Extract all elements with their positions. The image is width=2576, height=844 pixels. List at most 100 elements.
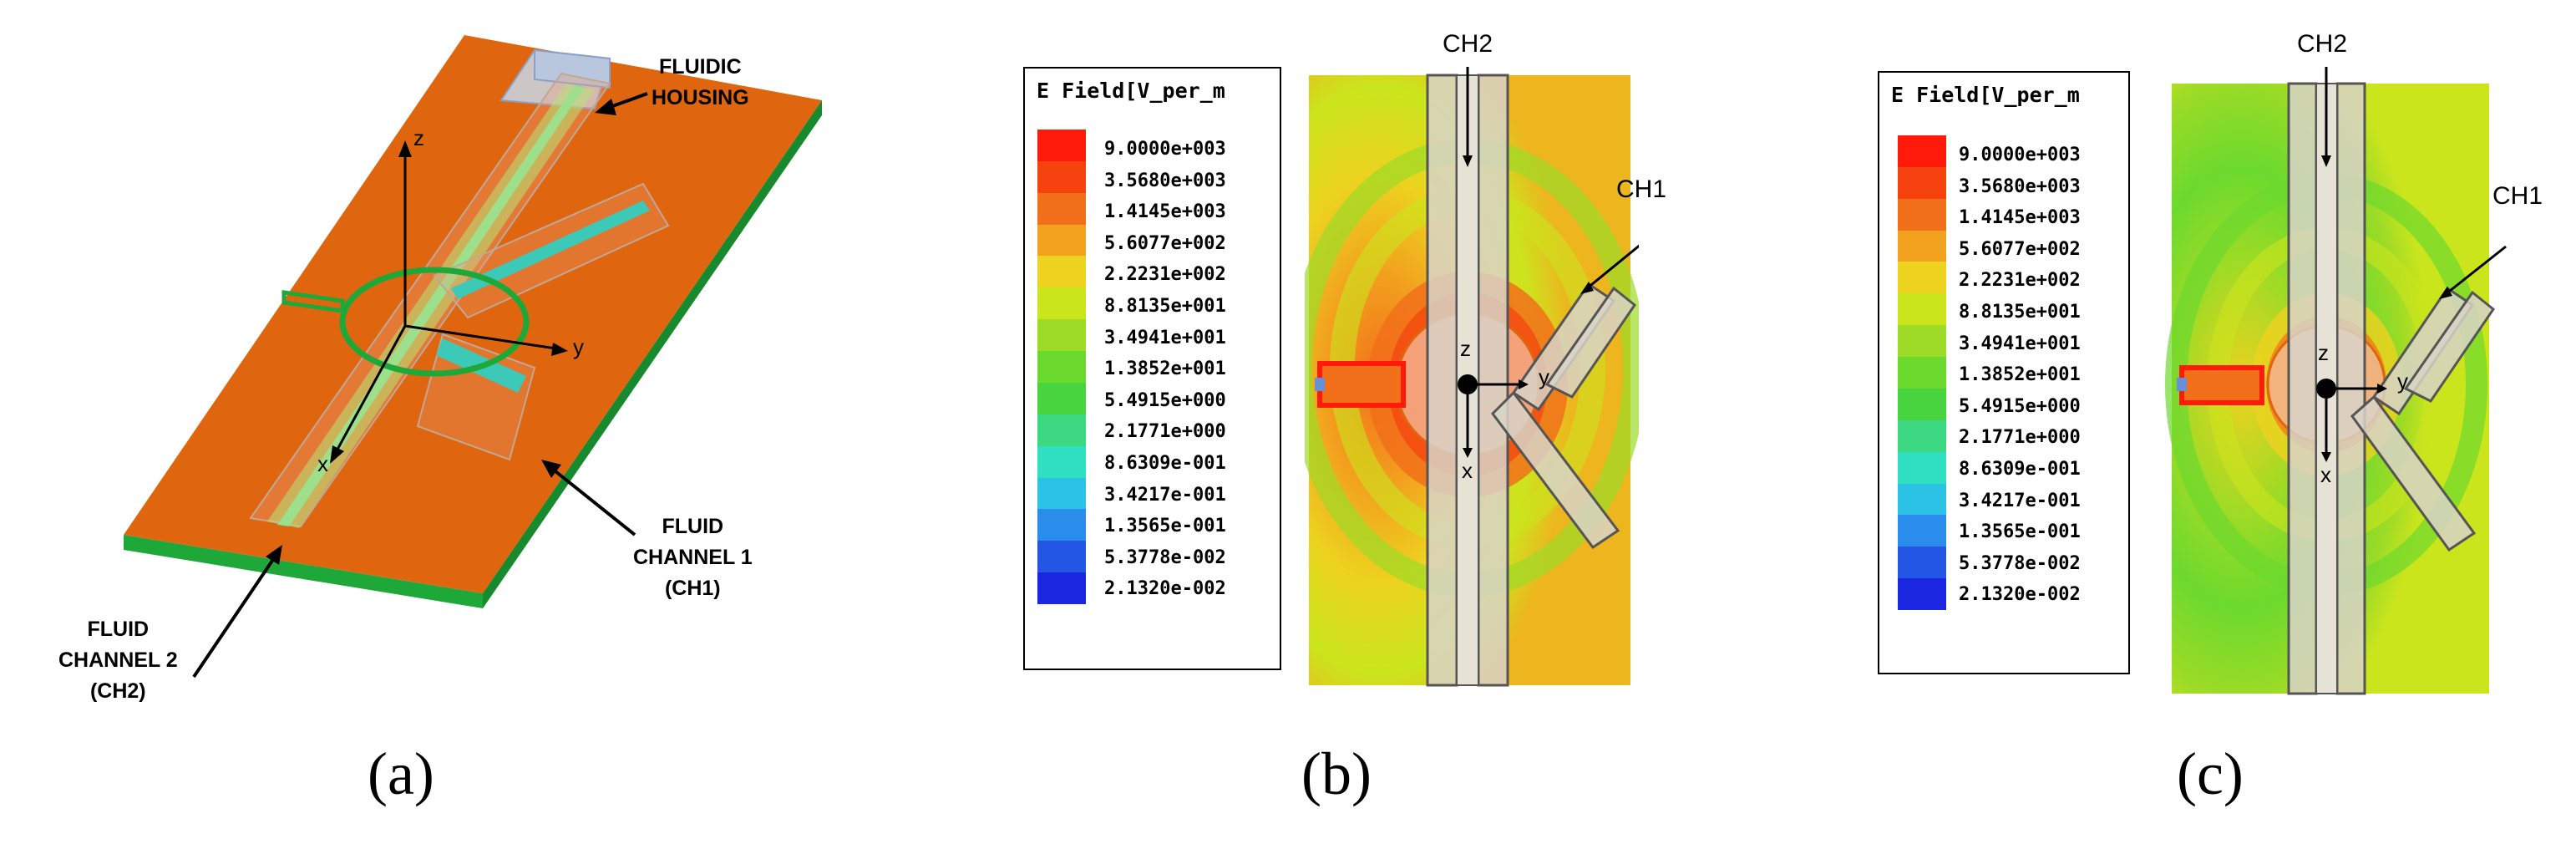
ch1-pointer-arrow (541, 460, 561, 478)
legend-title: E Field[V_per_m (1037, 79, 1225, 103)
ch2-wall-right (1477, 74, 1509, 687)
axis-z-label: z (413, 125, 424, 150)
legend-swatch (1037, 130, 1086, 162)
feed-line (281, 290, 345, 313)
legend-swatch (1037, 445, 1086, 479)
fluid-channel-1-label: FLUID CHANNEL 1 (CH1) (633, 515, 753, 600)
legend-value: 5.4915e+000 (1104, 389, 1226, 411)
legend-swatch (1037, 477, 1086, 510)
legend-b: E Field[V_per_m 9.0000e+003 3.5680e+003 1.… (1023, 67, 1281, 670)
axis-x-arrow (330, 445, 344, 464)
axis-x-label-c: x (2320, 462, 2331, 487)
legend-swatch (1037, 509, 1086, 541)
legend-swatch (1898, 578, 1946, 611)
ch2-label-b: CH2 (1443, 30, 1493, 58)
legend-value: 8.8135e+001 (1959, 302, 2081, 323)
ch1-pointer-arrow-b (1580, 282, 1594, 294)
legend-swatch (1898, 293, 1946, 326)
panel-a: z y x FLUIDIC HOUSING FLUID CHANNEL 1 (C… (0, 0, 835, 844)
legend-c: E Field[V_per_m 9.0000e+003 3.5680e+003 1.… (1878, 71, 2130, 674)
legend-swatch (1037, 541, 1086, 573)
legend-value: 2.1771e+000 (1959, 427, 2081, 449)
legend-value: 8.8135e+001 (1104, 296, 1226, 317)
origin-dot-b (1458, 374, 1478, 394)
legend-value: 3.4941e+001 (1959, 333, 2081, 354)
legend-value: 8.6309e-001 (1959, 459, 2081, 480)
ch1-pointer-arrow-c (2439, 287, 2452, 299)
legend-swatch (1037, 287, 1086, 320)
legend-swatch (1898, 547, 1946, 579)
legend-value: 3.4217e-001 (1959, 490, 2081, 511)
ch2-fluid-inner (267, 84, 595, 528)
legend-swatch (1037, 572, 1086, 605)
caption-c: (c) (2177, 740, 2244, 807)
ch2-wall-left (1426, 74, 1458, 687)
ch1-pointer-c (2445, 245, 2507, 296)
axis-z-label-b: z (1460, 336, 1471, 361)
axis-y-arrow (551, 343, 568, 356)
legend-swatch (1037, 224, 1086, 257)
legend-value: 1.3565e-001 (1959, 521, 2081, 543)
ch1-pointer-line (550, 466, 636, 536)
legend-value: 2.2231e+002 (1104, 264, 1226, 286)
axis-z-label-c: z (2318, 340, 2329, 365)
caption-a: (a) (368, 740, 434, 807)
origin-dot-c (2316, 379, 2336, 399)
axis-z-arrow (398, 140, 412, 157)
legend-value: 9.0000e+003 (1959, 145, 2081, 165)
ch2-pointer-arrow-b (1463, 155, 1473, 167)
resonator-ring (339, 267, 530, 377)
legend-value: 1.3852e+001 (1104, 358, 1226, 380)
axis-x-label: x (317, 451, 328, 476)
legend-value: 3.5680e+003 (1104, 170, 1226, 191)
ch2-wall-left (2287, 82, 2318, 695)
sensor-3d-model (124, 35, 822, 679)
legend-swatch (1037, 160, 1086, 194)
ch1-pointer-b (1586, 244, 1639, 290)
legend-swatch (1898, 515, 1946, 547)
legend-value: 5.3778e-002 (1104, 547, 1226, 568)
axis-y-label-b: y (1539, 364, 1549, 389)
legend-value: 5.6077e+002 (1104, 232, 1226, 254)
legend-value: 3.4217e-001 (1104, 484, 1226, 506)
fluidic-housing-label: FLUIDIC HOUSING (652, 55, 749, 109)
legend-value: 1.3852e+001 (1959, 364, 2081, 386)
legend-swatch (1898, 451, 1946, 485)
legend-swatch (1898, 230, 1946, 262)
ch1-upper-arm-2 (2403, 290, 2496, 403)
ch1-lower-arm (1491, 390, 1620, 550)
substrate-edge (124, 535, 483, 608)
legend-value: 1.4145e+003 (1104, 201, 1226, 223)
legend-swatch (1898, 262, 1946, 294)
legend-value: 3.5680e+003 (1959, 175, 2081, 197)
axis-y-label: y (573, 334, 584, 359)
efield-map-b (1305, 67, 1639, 687)
ch2-label-c: CH2 (2297, 30, 2348, 58)
legend-swatches (1037, 130, 1086, 605)
ch2-pointer-arrow (266, 545, 282, 565)
housing-pointer-arrow (595, 99, 616, 115)
efield-map-c (2165, 67, 2507, 695)
legend-swatches (1898, 135, 1946, 611)
legend-swatch (1037, 192, 1086, 226)
legend-swatch (1898, 483, 1946, 516)
legend-swatch (1898, 357, 1946, 389)
axis-x-line (332, 325, 407, 456)
legend-swatch (1898, 388, 1946, 421)
legend-value: 2.1320e-002 (1104, 578, 1226, 600)
feed-port (2177, 378, 2187, 391)
legend-swatch (1898, 325, 1946, 358)
axis-x-arrow-b (1463, 448, 1473, 458)
legend-value: 9.0000e+003 (1104, 139, 1226, 160)
feed-stub (2179, 365, 2264, 405)
legend-swatch (1037, 256, 1086, 288)
legend-values: 9.0000e+003 3.5680e+003 1.4145e+003 5.6077e… (1959, 145, 2126, 646)
axis-y-label-c: y (2397, 369, 2408, 394)
substrate-top (124, 35, 822, 593)
housing-block-side (534, 48, 611, 89)
legend-swatch (1037, 351, 1086, 384)
legend-value: 5.3778e-002 (1959, 552, 2081, 574)
ch1-label-b: CH1 (1616, 175, 1667, 203)
ch2-pointer-arrow-c (2321, 155, 2331, 167)
caption-b: (b) (1301, 740, 1372, 807)
